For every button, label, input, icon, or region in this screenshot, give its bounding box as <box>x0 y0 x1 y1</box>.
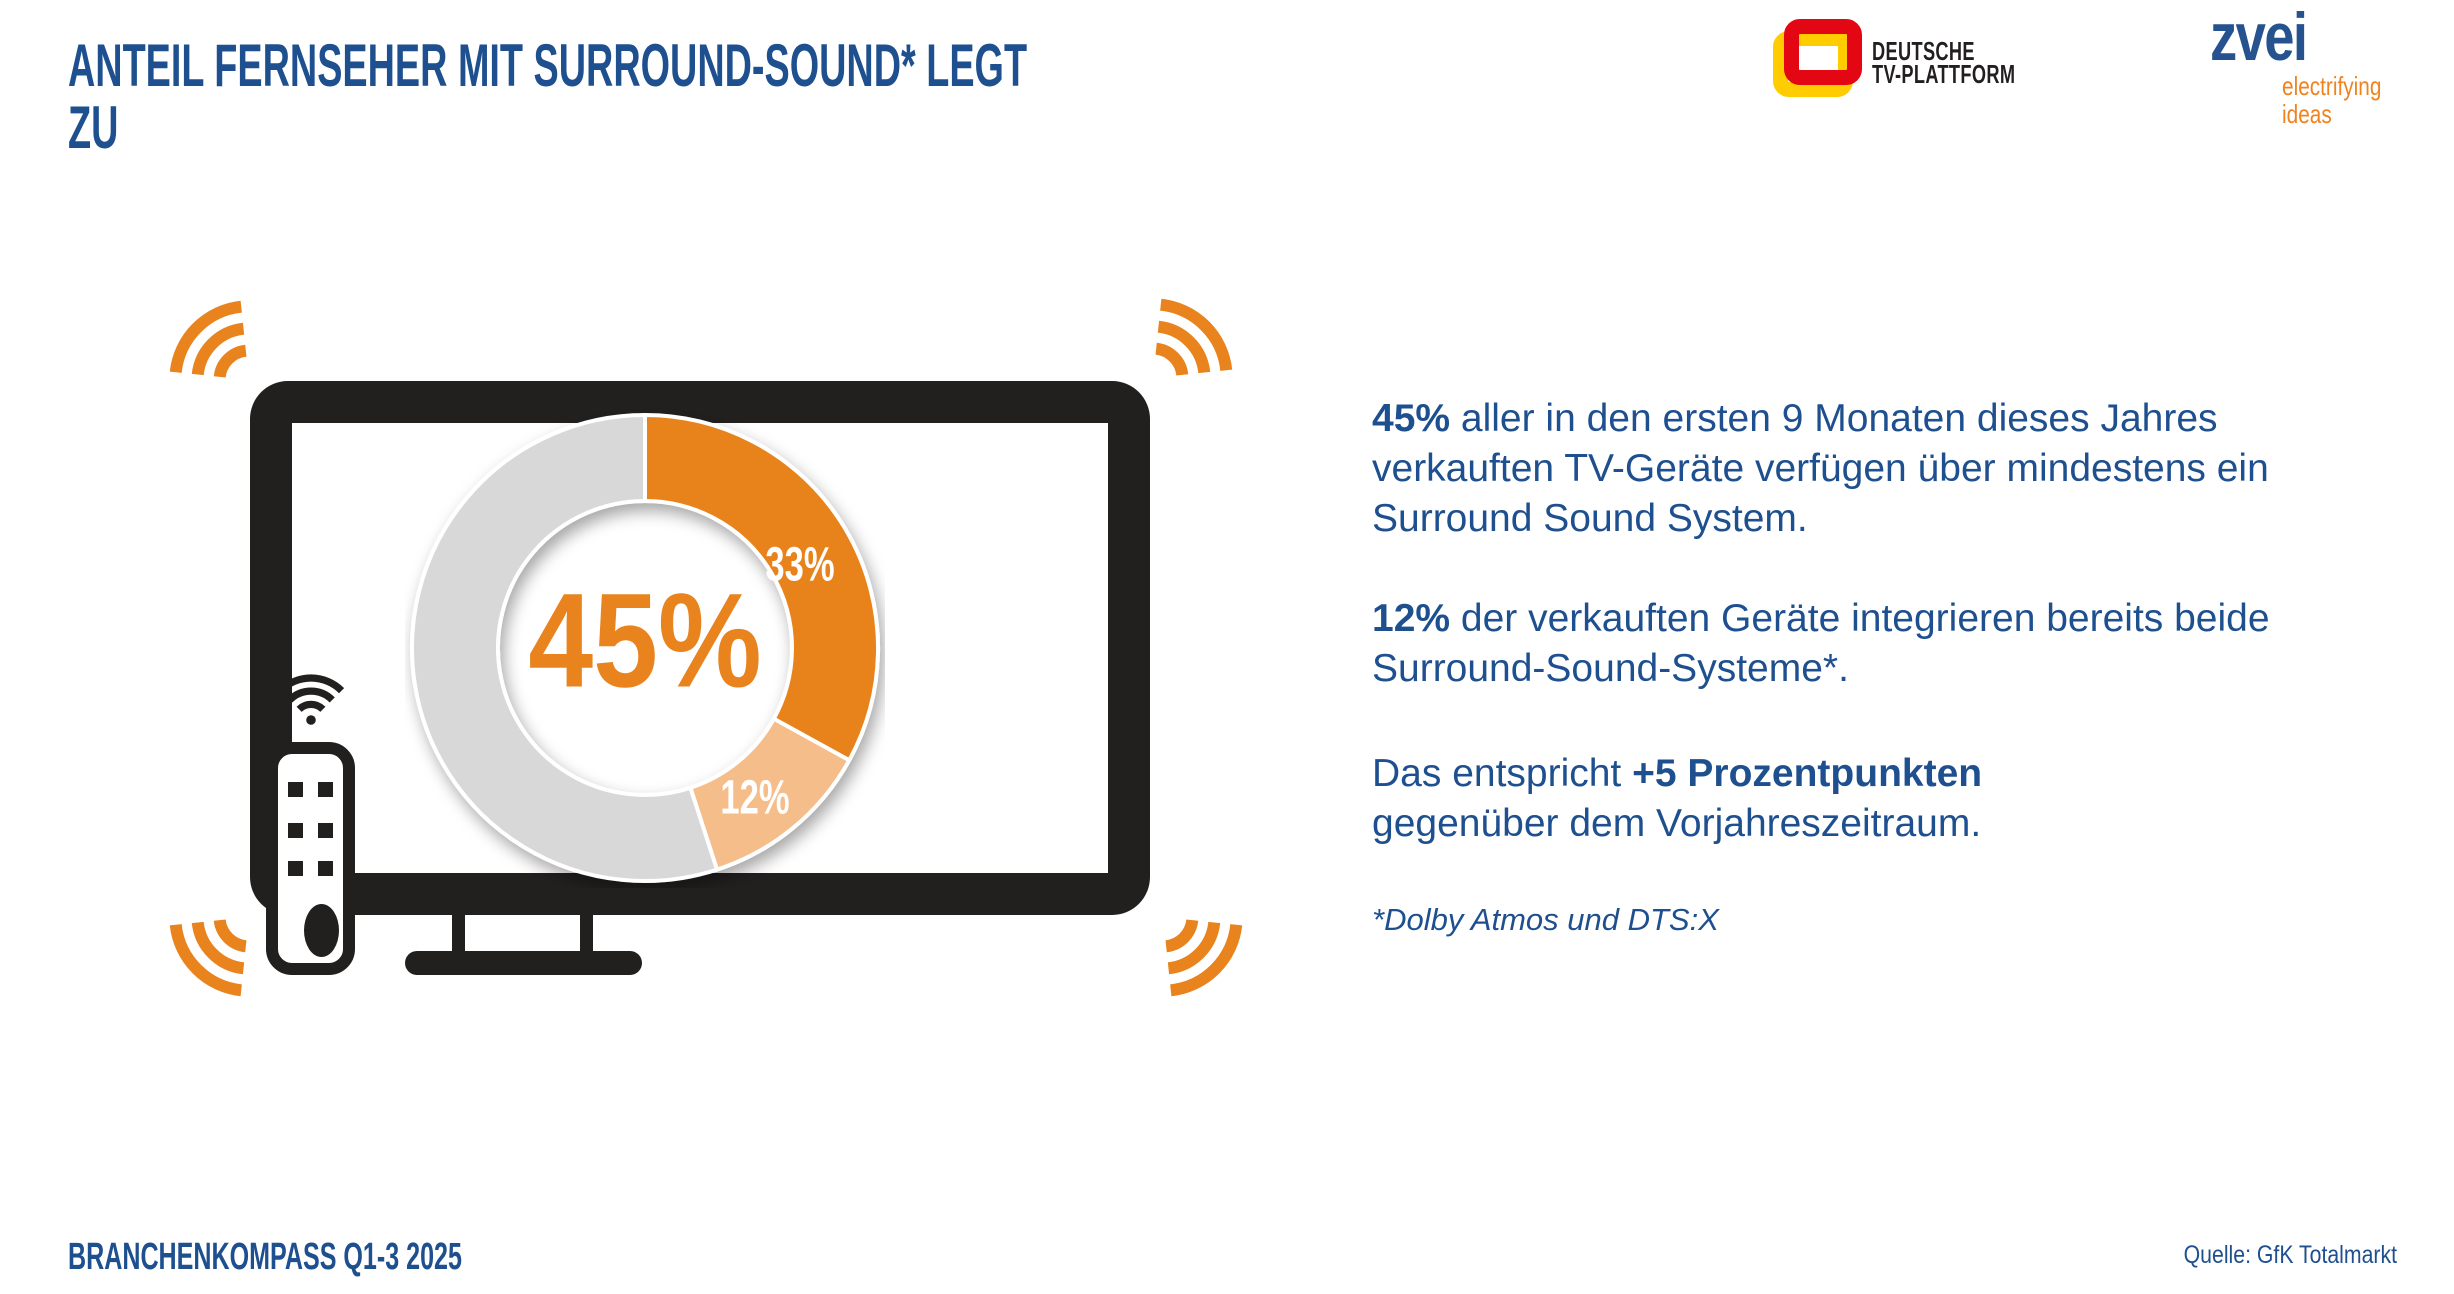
footer-branchenkompass: BRANCHENKOMPASS Q1-3 2025 <box>68 1236 462 1278</box>
remote-button <box>318 861 333 876</box>
paragraph-45-percent: 45% aller in den ersten 9 Monaten dieses… <box>1372 394 2317 544</box>
remote-button <box>288 861 303 876</box>
tv-stand-neck <box>452 912 593 956</box>
paragraph-45-rest: aller in den ersten 9 Monaten dieses Jah… <box>1372 397 2269 540</box>
paragraph-45-bold: 45% <box>1372 397 1451 440</box>
dtv-logo-line1: DEUTSCHE <box>1872 36 1975 66</box>
paragraph-12-bold: 12% <box>1372 597 1451 640</box>
page-title-line2-row: ZU <box>68 97 148 159</box>
surround-sound-donut-chart <box>410 413 881 883</box>
tv-stand-base <box>405 951 642 975</box>
page-title: ANTEIL FERNSEHER MIT SURROUND-SOUND* LEG… <box>68 35 1590 97</box>
donut-segment-rest <box>410 413 719 883</box>
footnote-dolby-dts: *Dolby Atmos und DTS:X <box>1372 902 1719 937</box>
remote-ok-button <box>304 904 339 957</box>
remote-button <box>288 782 303 797</box>
page-title-line2: ZU <box>68 94 119 161</box>
remote-signal-icon <box>278 674 344 725</box>
paragraph-plus5-rest: gegenüber dem Vorjahreszeitraum. <box>1372 802 1982 845</box>
paragraph-plus5-bold: +5 Prozentpunkten <box>1632 752 1983 795</box>
donut-label-12: 12% <box>720 771 790 825</box>
sound-waves-top-right-icon <box>1155 298 1233 376</box>
dtv-logo-text: DEUTSCHE TV-PLATTFORM <box>1872 36 2077 89</box>
dtv-logo-red-frame-icon <box>1784 19 1862 85</box>
dtv-logo-line2: TV-PLATTFORM <box>1872 59 2016 89</box>
paragraph-plus5: Das entspricht +5 Prozentpunkten gegenüb… <box>1372 749 2072 849</box>
sound-waves-top-left-icon <box>169 300 247 378</box>
remote-button <box>318 782 333 797</box>
donut-label-33: 33% <box>765 538 835 592</box>
donut-center-value: 45% <box>528 566 762 716</box>
donut-segment-33 <box>643 413 881 763</box>
zvei-tagline-line1-row: electrifying <box>2282 71 2382 101</box>
paragraph-12-percent: 12% der verkauften Geräte integrieren be… <box>1372 594 2317 694</box>
footer-source: Quelle: GfK Totalmarkt <box>2183 1241 2397 1269</box>
remote-button <box>318 823 333 838</box>
page-title-line1: ANTEIL FERNSEHER MIT SURROUND-SOUND* LEG… <box>68 32 1028 99</box>
zvei-tagline-line2-row: ideas <box>2282 99 2332 129</box>
sound-waves-bottom-right-icon <box>1165 919 1243 997</box>
paragraph-12-rest: der verkauften Geräte integrieren bereit… <box>1372 597 2270 690</box>
paragraph-plus5-pre: Das entspricht <box>1372 752 1633 795</box>
sound-waves-bottom-left-icon <box>169 919 247 997</box>
remote-control <box>266 742 355 975</box>
remote-button <box>288 823 303 838</box>
zvei-wordmark: zvei <box>2210 0 2308 75</box>
